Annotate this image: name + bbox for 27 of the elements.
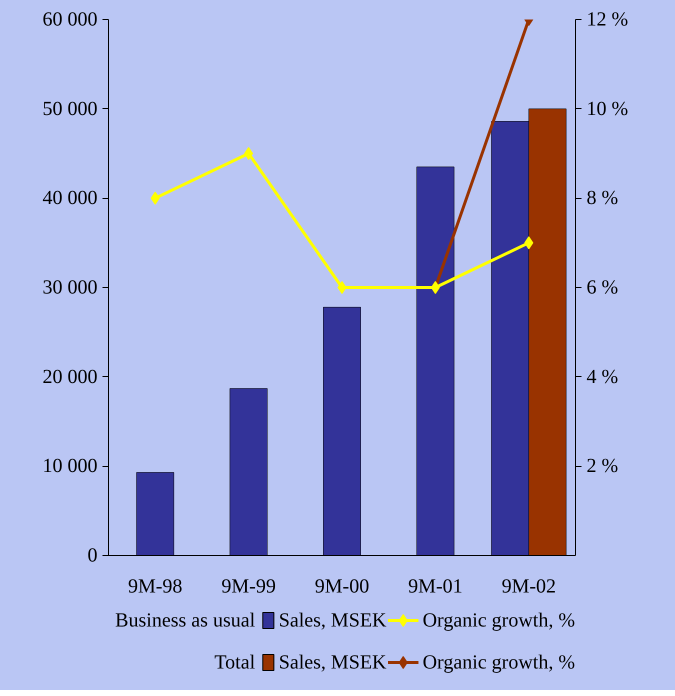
x-tick-label: 9M-99 <box>221 576 276 598</box>
y-tick-label: 60 000 <box>42 8 98 30</box>
text: Total <box>214 652 256 674</box>
y-tick-label: 40 000 <box>42 187 98 210</box>
y2-tick-label: 10 % <box>586 98 628 120</box>
y2-tick-label: 8 % <box>586 187 618 210</box>
point <box>524 236 534 250</box>
y2-tick-label: 6 % <box>586 276 618 298</box>
legend-label: Organic growth, % <box>422 652 575 674</box>
point <box>244 147 254 160</box>
y-tick-label: 50 000 <box>42 98 98 120</box>
y2-tick-label: 4 % <box>586 366 618 388</box>
x-tick-label: 9M-98 <box>128 576 182 598</box>
y-tick-label: 30 000 <box>42 276 98 298</box>
y2-tick-label: 12 % <box>586 8 628 30</box>
y-tick-label: 0 <box>88 544 98 566</box>
y-tick-label: 20 000 <box>42 366 98 388</box>
legend-label: Organic growth, % <box>422 610 575 632</box>
y2-tick-label: 2 % <box>586 455 618 478</box>
legend-label: Sales, MSEK <box>278 652 388 674</box>
text: Business as usual <box>115 610 256 632</box>
x-tick-label: 9M-02 <box>502 576 556 598</box>
x-tick-label: 9M-00 <box>314 576 370 598</box>
x-tick-label: 9M-01 <box>408 576 463 598</box>
point <box>150 192 160 205</box>
y-tick-label: 10 000 <box>42 455 98 478</box>
legend-label: Sales, MSEK <box>278 610 388 632</box>
